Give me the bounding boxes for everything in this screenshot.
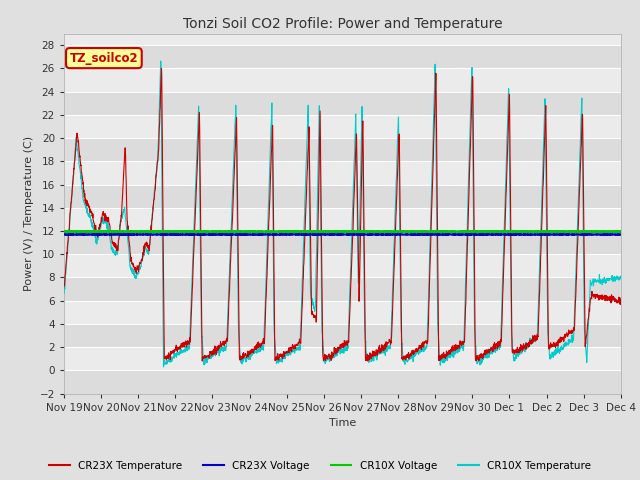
CR23X Temperature (568, 328, 576, 334)
CR10X Voltage (485, 229, 493, 235)
CR23X Temperature (359, 118, 367, 124)
Y-axis label: Power (V) / Temperature (C): Power (V) / Temperature (C) (24, 136, 34, 291)
CR23X Temperature (371, 349, 379, 355)
Bar (64, 115, 621, 138)
Bar (64, 347, 621, 371)
Bar (64, 138, 621, 161)
CR10X Voltage (371, 229, 378, 235)
CR10X Voltage (568, 228, 576, 234)
CR10X Voltage (358, 228, 366, 234)
Title: Tonzi Soil CO2 Profile: Power and Temperature: Tonzi Soil CO2 Profile: Power and Temper… (182, 17, 502, 31)
CR10X Temperature (60, 290, 68, 296)
CR10X Temperature (505, 85, 513, 91)
Bar (64, 69, 621, 92)
CR10X Temperature (584, 338, 591, 344)
CR10X Temperature (371, 353, 379, 359)
Bar (64, 45, 621, 69)
CR23X Voltage (371, 232, 379, 238)
Bar (64, 324, 621, 347)
CR23X Temperature (216, 343, 223, 348)
CR10X Voltage (584, 229, 591, 235)
CR10X Temperature (359, 170, 367, 176)
Bar (64, 231, 621, 254)
Text: TZ_soilco2: TZ_soilco2 (70, 51, 138, 65)
Line: CR10X Temperature: CR10X Temperature (64, 61, 621, 367)
CR23X Temperature (60, 284, 68, 289)
CR23X Voltage (568, 231, 576, 237)
CR23X Temperature (198, 358, 206, 364)
Bar (64, 300, 621, 324)
CR10X Voltage (504, 229, 512, 235)
CR23X Temperature (584, 322, 591, 327)
X-axis label: Time: Time (329, 418, 356, 428)
CR23X Temperature (157, 66, 165, 72)
Bar (64, 208, 621, 231)
CR23X Voltage (617, 231, 625, 237)
CR23X Temperature (617, 298, 625, 304)
CR23X Voltage (216, 231, 223, 237)
Bar (64, 92, 621, 115)
CR10X Temperature (160, 364, 168, 370)
Line: CR23X Temperature: CR23X Temperature (64, 69, 621, 361)
Bar (64, 277, 621, 300)
Line: CR23X Voltage: CR23X Voltage (64, 234, 621, 235)
CR10X Temperature (568, 332, 576, 338)
CR23X Temperature (505, 115, 513, 120)
CR23X Voltage (359, 232, 367, 238)
CR23X Voltage (114, 231, 122, 237)
CR10X Temperature (157, 58, 164, 64)
CR10X Voltage (216, 229, 223, 235)
Bar (64, 371, 621, 394)
Line: CR10X Voltage: CR10X Voltage (64, 231, 621, 232)
CR23X Voltage (128, 232, 136, 238)
Bar (64, 254, 621, 277)
CR23X Voltage (505, 232, 513, 238)
CR23X Voltage (584, 231, 591, 237)
CR10X Voltage (509, 228, 516, 234)
CR10X Temperature (216, 346, 223, 351)
Bar (64, 185, 621, 208)
CR10X Temperature (617, 276, 625, 281)
CR10X Voltage (617, 228, 625, 234)
CR23X Voltage (60, 231, 68, 237)
Legend: CR23X Temperature, CR23X Voltage, CR10X Voltage, CR10X Temperature: CR23X Temperature, CR23X Voltage, CR10X … (45, 456, 595, 475)
Bar (64, 161, 621, 185)
CR10X Voltage (60, 228, 68, 234)
